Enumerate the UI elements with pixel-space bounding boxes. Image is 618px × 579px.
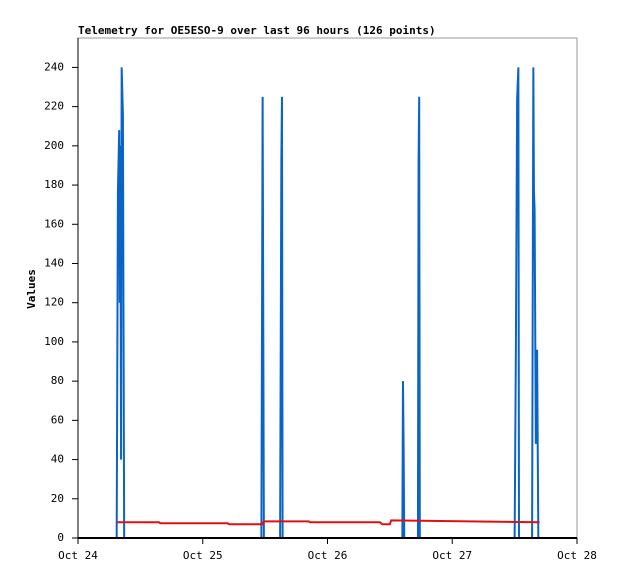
- chart-title: Telemetry for OE5ESO-9 over last 96 hour…: [78, 24, 436, 37]
- y-tick-label: 80: [51, 374, 64, 387]
- y-tick-label: 100: [44, 335, 64, 348]
- x-tick-label: Oct 28: [557, 549, 597, 562]
- y-tick-label: 120: [44, 296, 64, 309]
- y-tick-label: 180: [44, 178, 64, 191]
- y-tick-label: 220: [44, 100, 64, 113]
- y-axis-label: Values: [25, 269, 38, 309]
- x-tick-label: Oct 26: [308, 549, 348, 562]
- y-tick-label: 200: [44, 139, 64, 152]
- y-tick-label: 0: [57, 531, 64, 544]
- plot-frame: [77, 37, 578, 539]
- y-tick-label: 240: [44, 60, 64, 73]
- y-tick-label: 20: [51, 492, 64, 505]
- x-tick-label: Oct 24: [58, 549, 98, 562]
- series-line: [116, 519, 540, 526]
- x-tick-label: Oct 25: [183, 549, 223, 562]
- y-tick-label: 60: [51, 413, 64, 426]
- y-tick-label: 140: [44, 256, 64, 269]
- y-tick-label: 40: [51, 453, 64, 466]
- x-tick-label: Oct 27: [432, 549, 472, 562]
- y-tick-label: 160: [44, 217, 64, 230]
- series-line: [115, 67, 540, 539]
